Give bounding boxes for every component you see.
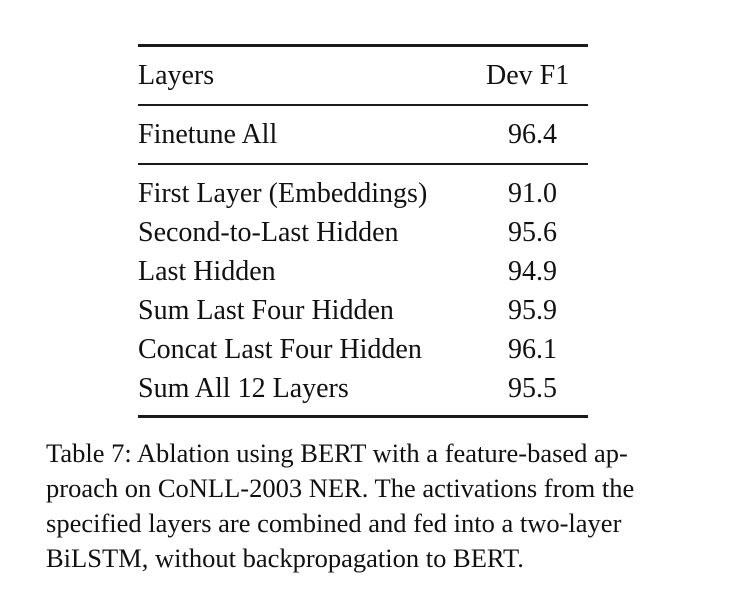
row-label: Last Hidden [138,256,276,287]
table-row: First Layer (Embeddings) 91.0 [138,174,588,213]
feature-based-section: First Layer (Embeddings) 91.0 Second-to-… [138,165,588,415]
row-value: 96.4 [508,119,557,150]
row-label: Second-to-Last Hidden [138,217,399,248]
header-rule [138,104,588,106]
caption-line: specified layers are combined and fed in… [46,508,622,538]
table-row: Sum Last Four Hidden 95.9 [138,291,588,330]
row-value: 95.9 [508,295,557,326]
row-label: Sum Last Four Hidden [138,295,394,326]
row-value: 95.6 [508,217,557,248]
row-label: Sum All 12 Layers [138,373,349,404]
header-layers: Layers [138,60,215,91]
caption-line: BiLSTM, without backpropagation to BERT. [46,543,524,573]
table-header: Layers Dev F1 [138,47,588,104]
table-row-finetune: Finetune All 96.4 [138,115,588,154]
row-value: 95.5 [508,373,557,404]
row-value: 94.9 [508,256,557,287]
row-label: Finetune All [138,119,278,150]
table-top-rule [138,44,588,47]
table-row: Last Hidden 94.9 [138,252,588,291]
caption-line: Table 7: Ablation using BERT with a feat… [46,438,628,468]
header-dev-f1: Dev F1 [486,60,570,91]
header-row: Layers Dev F1 [138,56,588,95]
table-row: Concat Last Four Hidden 96.1 [138,330,588,369]
row-label: Concat Last Four Hidden [138,334,422,365]
table-row: Second-to-Last Hidden 95.6 [138,213,588,252]
section-rule [138,163,588,165]
row-value: 96.1 [508,334,557,365]
table-bottom-rule [138,415,588,418]
table-row: Sum All 12 Layers 95.5 [138,369,588,408]
finetune-section: Finetune All 96.4 [138,106,588,163]
caption-line: proach on CoNLL-2003 NER. The activation… [46,473,635,503]
row-value: 91.0 [508,178,557,209]
results-table: Layers Dev F1 Finetune All 96.4 First La… [138,44,588,418]
table-caption: Table 7: Ablation using BERT with a feat… [46,436,696,576]
row-label: First Layer (Embeddings) [138,178,428,209]
